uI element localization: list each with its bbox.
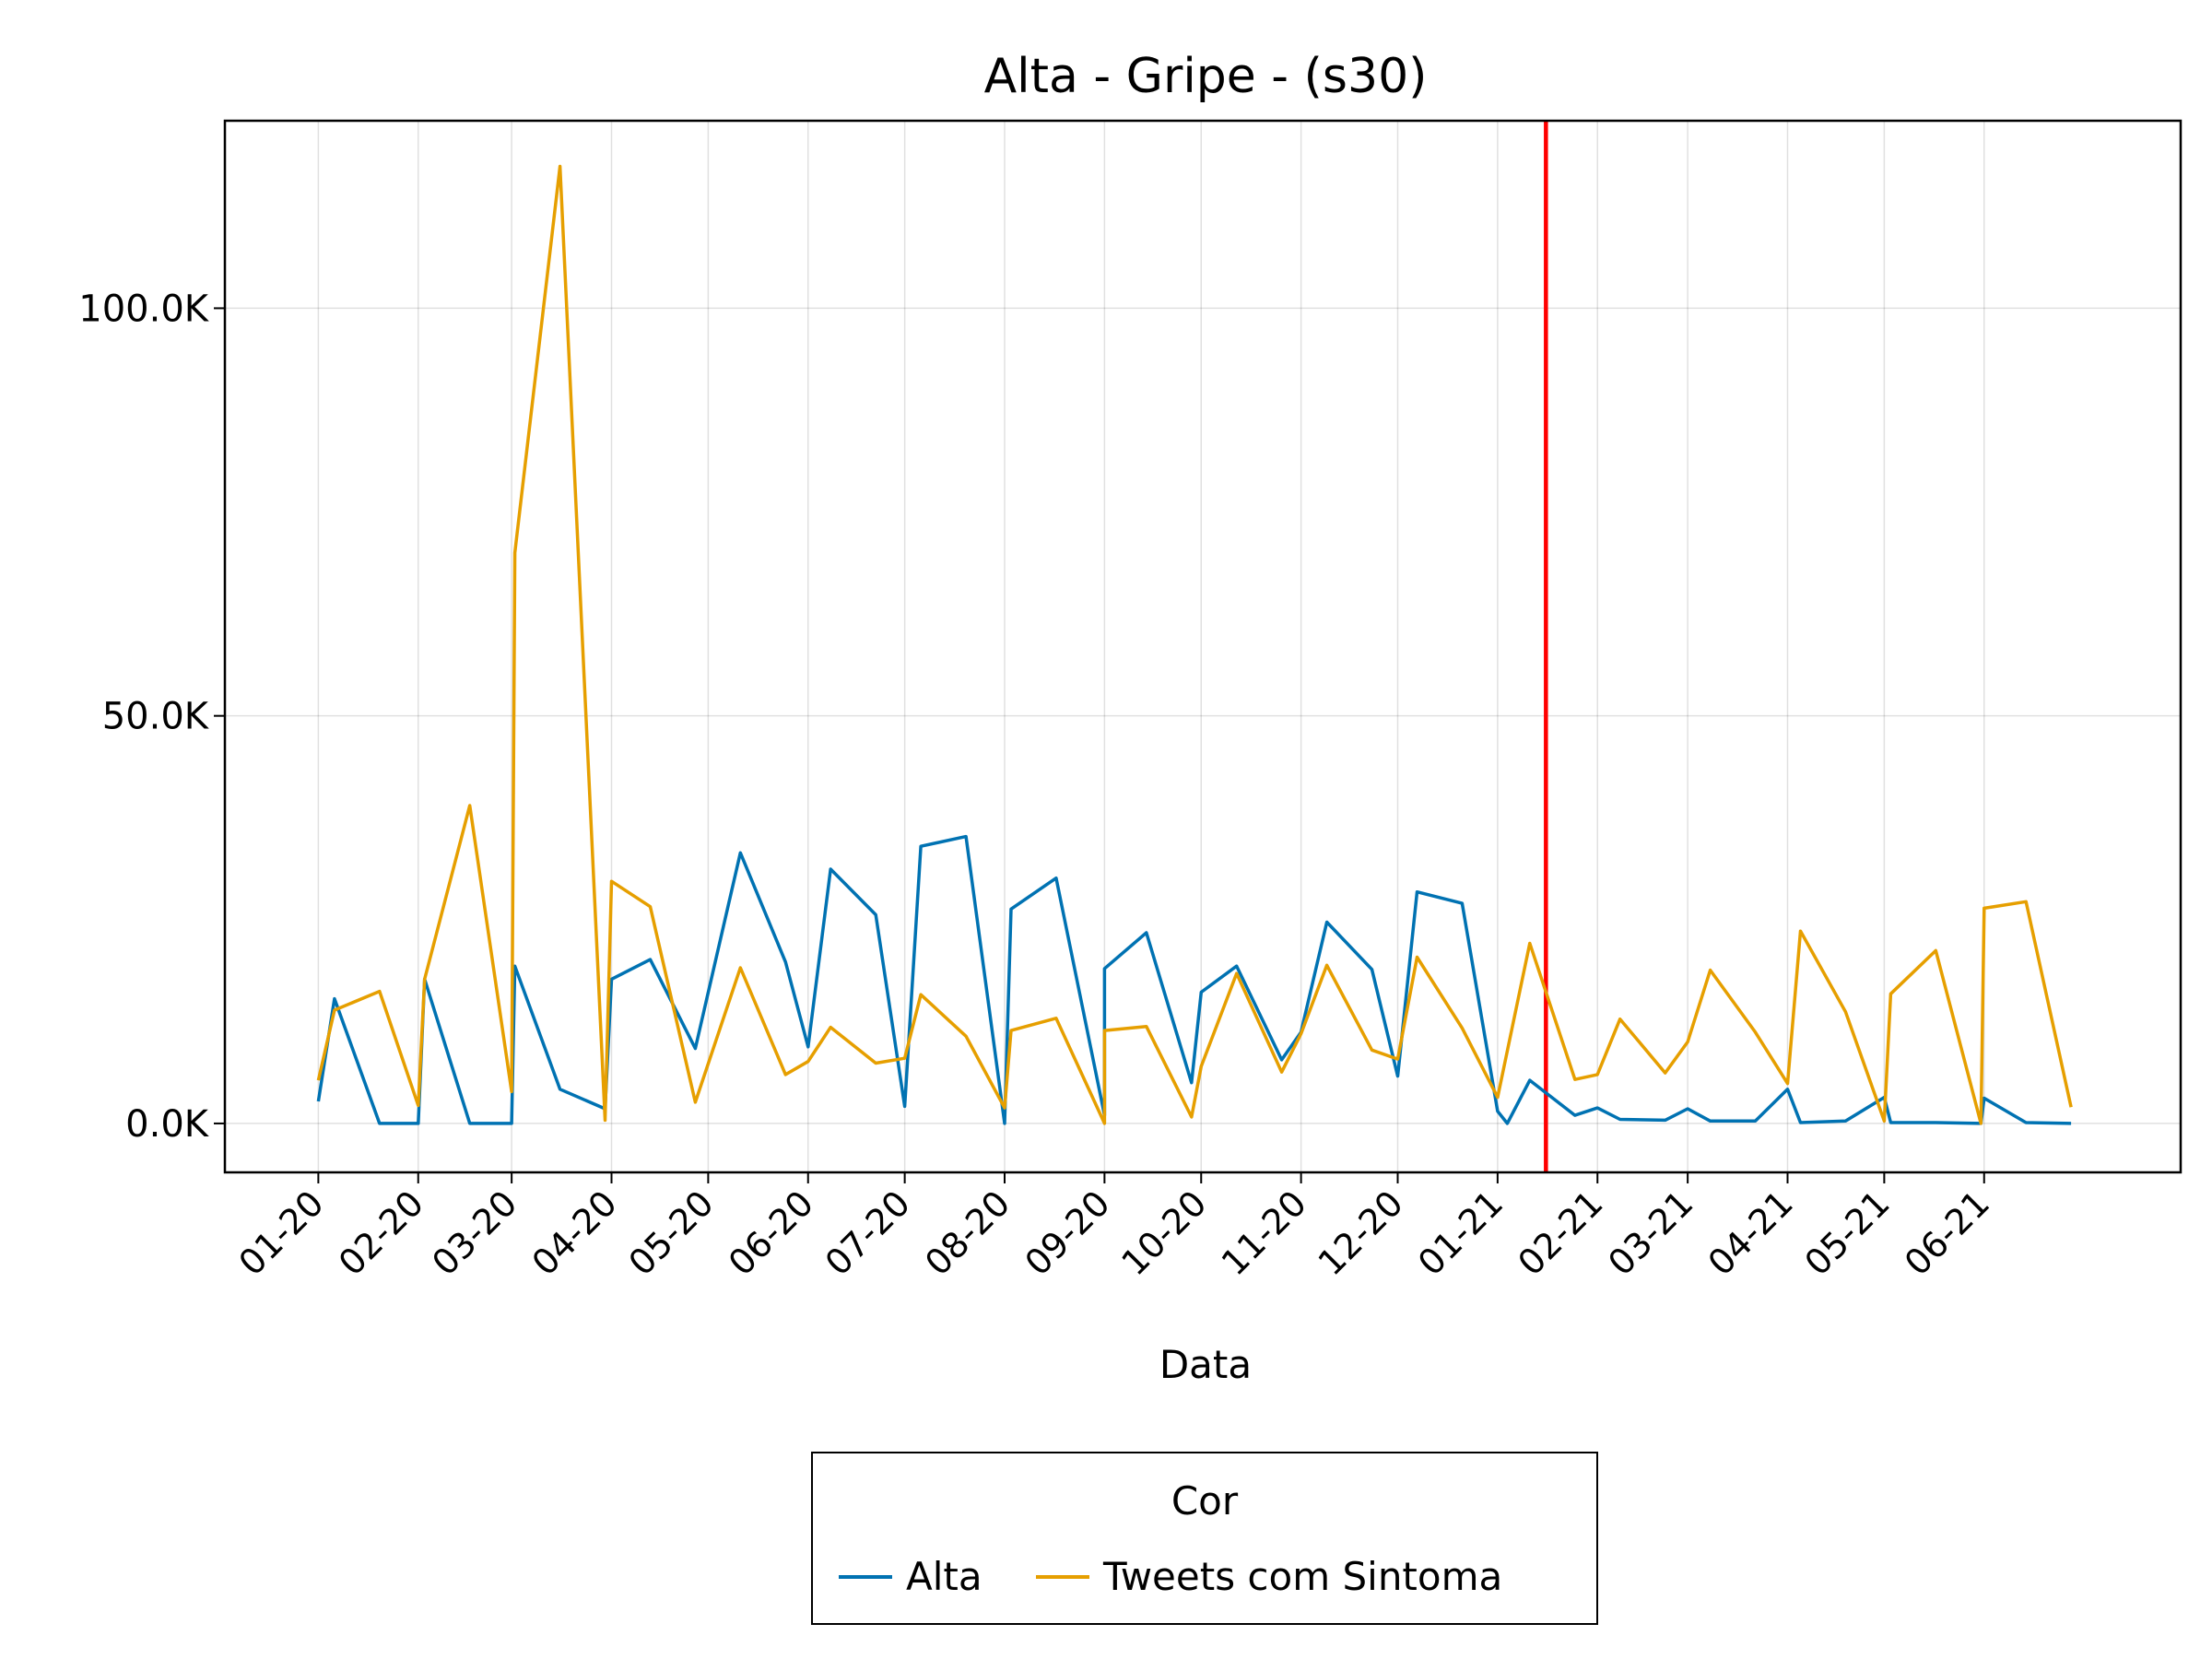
- x-tick-label-10-20: 10-20: [1113, 1182, 1214, 1283]
- legend-title: Cor: [1171, 1478, 1239, 1524]
- plot-frame: [223, 119, 2183, 1174]
- x-tick-label-06-20: 06-20: [721, 1182, 821, 1283]
- series-line-tweets-com-sintoma: [316, 164, 2073, 1125]
- y-tick-label-2: 100.0K: [78, 288, 210, 330]
- x-tick-label-05-20: 05-20: [621, 1182, 722, 1283]
- x-tick-label-01-21: 01-21: [1410, 1182, 1511, 1283]
- chart-title: Alta - Gripe - (s30): [984, 49, 1428, 104]
- x-tick-label-11-20: 11-20: [1214, 1182, 1314, 1283]
- x-tick-label-04-20: 04-20: [524, 1182, 625, 1283]
- x-tick-label-08-20: 08-20: [917, 1182, 1018, 1283]
- y-tick-label-0: 0.0K: [125, 1103, 210, 1146]
- x-tick-label-09-20: 09-20: [1018, 1182, 1118, 1283]
- x-tick-label-02-20: 02-20: [331, 1182, 431, 1283]
- series-line-alta: [316, 834, 2072, 1125]
- x-tick-label-01-20: 01-20: [231, 1182, 332, 1283]
- legend-box: [811, 1452, 1598, 1625]
- x-tick-label-03-20: 03-20: [424, 1182, 524, 1283]
- legend-label-alta: Alta: [906, 1554, 982, 1599]
- x-tick-label-05-21: 05-21: [1797, 1182, 1898, 1283]
- x-tick-label-07-20: 07-20: [818, 1182, 918, 1283]
- y-axis: 0.0K 50.0K 100.0K: [78, 288, 225, 1146]
- x-axis-label: Data: [1159, 1342, 1252, 1387]
- y-tick-label-1: 50.0K: [102, 696, 210, 738]
- series-layer: [316, 164, 2073, 1125]
- x-tick-label-03-21: 03-21: [1600, 1182, 1700, 1283]
- x-tick-label-06-21: 06-21: [1897, 1182, 1997, 1283]
- legend-label-tweets-com-sintoma: Tweets com Sintoma: [1102, 1554, 1502, 1599]
- x-tick-label-04-21: 04-21: [1700, 1182, 1801, 1283]
- x-tick-label-02-21: 02-21: [1510, 1182, 1610, 1283]
- x-tick-label-12-20: 12-20: [1311, 1182, 1411, 1283]
- legend: Cor Alta Tweets com Sintoma: [811, 1452, 1598, 1625]
- grid-lines: [225, 121, 2181, 1172]
